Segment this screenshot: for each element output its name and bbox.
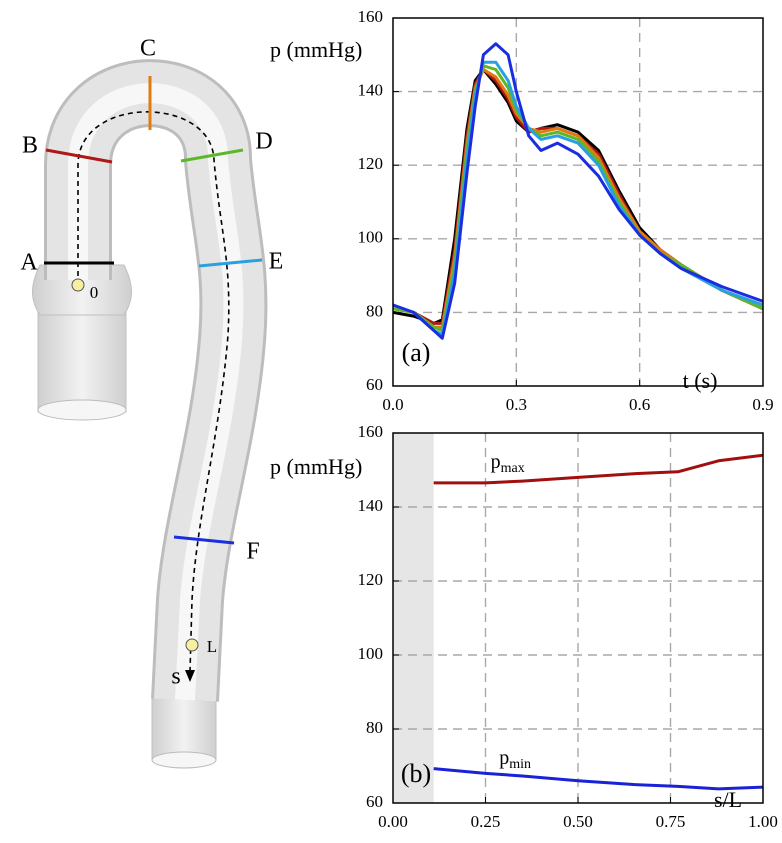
series-subscript: min: [509, 757, 531, 772]
y-axis-label: p (mmHg): [270, 454, 362, 479]
x-tick-label: 0.3: [506, 395, 527, 414]
tube-highlight: [68, 83, 244, 701]
section-line: [180, 148, 244, 163]
series-name: p: [499, 747, 509, 769]
x-axis-label: s/L: [714, 787, 742, 812]
y-tick-label: 120: [358, 154, 384, 173]
shaded-region: [393, 433, 434, 803]
y-tick-label: 140: [358, 81, 384, 100]
centerline: [77, 111, 230, 673]
section-line: [45, 148, 113, 164]
y-tick-label: 160: [358, 7, 384, 26]
inlet-cylinder: [37, 311, 127, 413]
section-label: B: [22, 133, 38, 159]
x-tick-label: 0.50: [563, 812, 593, 831]
centerline-arrow: [185, 670, 195, 682]
x-tick-label: 0.75: [656, 812, 686, 831]
x-axis-label: t (s): [683, 368, 718, 393]
y-tick-label: 120: [358, 570, 384, 589]
data-line: [392, 64, 764, 333]
series-label: pmax: [491, 451, 525, 477]
panel-label: (a): [402, 338, 431, 367]
y-tick-label: 80: [366, 718, 383, 737]
section-line: [198, 258, 263, 268]
coordinate-label: s: [171, 664, 180, 690]
data-line: [392, 68, 764, 329]
panel-label: (b): [401, 759, 431, 788]
y-tick-label: 60: [366, 375, 383, 394]
start-label: 0: [90, 283, 99, 302]
y-tick-label: 140: [358, 496, 384, 515]
y-axis-label: p (mmHg): [270, 37, 362, 62]
section-label: F: [246, 539, 259, 565]
x-tick-label: 0.0: [382, 395, 403, 414]
y-tick-label: 160: [358, 422, 384, 441]
section-label: D: [255, 129, 272, 155]
end-point: [185, 638, 199, 652]
x-tick-label: 0.6: [629, 395, 650, 414]
section-label: C: [140, 36, 156, 62]
section-line: [173, 535, 235, 545]
series-label: pmin: [499, 747, 531, 773]
series-subscript: max: [501, 461, 525, 476]
inlet-opening: [37, 399, 127, 421]
series-name: p: [491, 451, 501, 473]
outlet-opening: [151, 751, 217, 769]
data-line: [433, 453, 764, 485]
x-tick-label: 0.9: [752, 395, 773, 414]
end-label: L: [207, 637, 217, 656]
plot-frame: [392, 17, 764, 387]
aorta-diagram: A B C D E F 0 L s: [20, 36, 283, 769]
y-tick-label: 100: [358, 644, 384, 663]
y-tick-label: 100: [358, 228, 384, 247]
section-label: E: [269, 249, 284, 275]
data-line: [392, 42, 764, 340]
x-tick-label: 0.25: [471, 812, 501, 831]
section-label: A: [20, 250, 38, 276]
data-line: [433, 767, 764, 791]
outlet-cylinder: [151, 689, 217, 761]
y-tick-label: 80: [366, 301, 383, 320]
start-point: [71, 278, 85, 292]
x-tick-label: 0.00: [378, 812, 408, 831]
x-tick-label: 1.00: [748, 812, 778, 831]
plot-frame: [392, 432, 764, 804]
y-tick-label: 60: [366, 792, 383, 811]
